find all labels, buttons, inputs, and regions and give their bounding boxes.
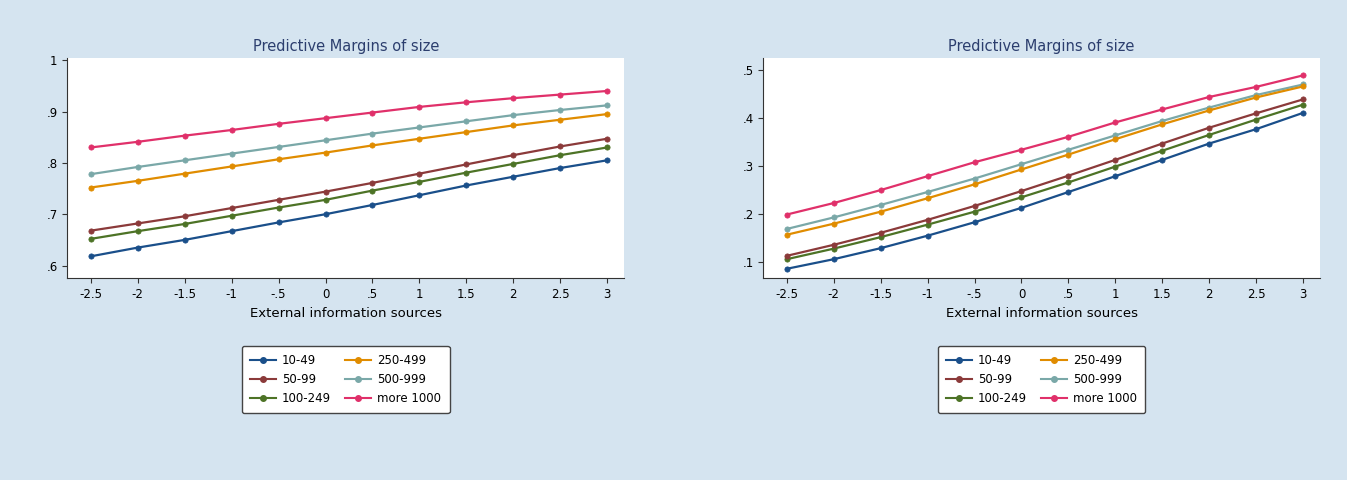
- X-axis label: External information sources: External information sources: [946, 307, 1138, 320]
- Legend: 10-49, 50-99, 100-249, 250-499, 500-999, more 1000: 10-49, 50-99, 100-249, 250-499, 500-999,…: [938, 346, 1145, 413]
- Legend: 10-49, 50-99, 100-249, 250-499, 500-999, more 1000: 10-49, 50-99, 100-249, 250-499, 500-999,…: [242, 346, 450, 413]
- X-axis label: External information sources: External information sources: [249, 307, 442, 320]
- Title: Predictive Margins of size: Predictive Margins of size: [252, 39, 439, 54]
- Title: Predictive Margins of size: Predictive Margins of size: [948, 39, 1136, 54]
